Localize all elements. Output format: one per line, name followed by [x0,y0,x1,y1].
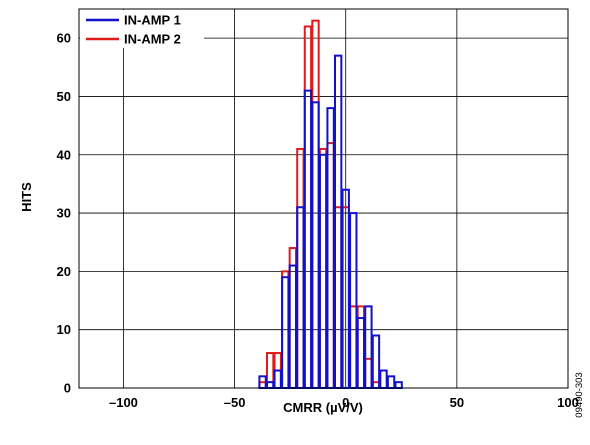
x-axis-ticks: –100 –50 0 50 100 [109,395,579,410]
y-axis-title: HITS [19,182,34,212]
x-tick-label: –100 [109,395,138,410]
legend-label-in-amp-1: IN-AMP 1 [124,13,181,28]
y-tick-label: 40 [57,147,71,162]
y-tick-label: 30 [57,206,71,221]
x-tick-label: 100 [557,395,579,410]
plot-frame [78,8,569,389]
figure-id: 09490-303 [574,372,585,417]
x-tick-label: 0 [342,395,349,410]
x-tick-label: 50 [450,395,464,410]
x-axis-title: CMRR (µV/V) [283,400,363,415]
legend-background [80,10,204,48]
y-axis-ticks: 0 10 20 30 40 50 60 [57,31,71,396]
legend: IN-AMP 1 IN-AMP 2 [80,10,204,48]
legend-label-in-amp-2: IN-AMP 2 [124,32,181,47]
y-tick-label: 10 [57,322,71,337]
y-tick-label: 0 [64,381,71,396]
x-tick-label: –50 [224,395,246,410]
y-tick-label: 50 [57,89,71,104]
y-tick-label: 60 [57,31,71,46]
y-tick-label: 20 [57,264,71,279]
